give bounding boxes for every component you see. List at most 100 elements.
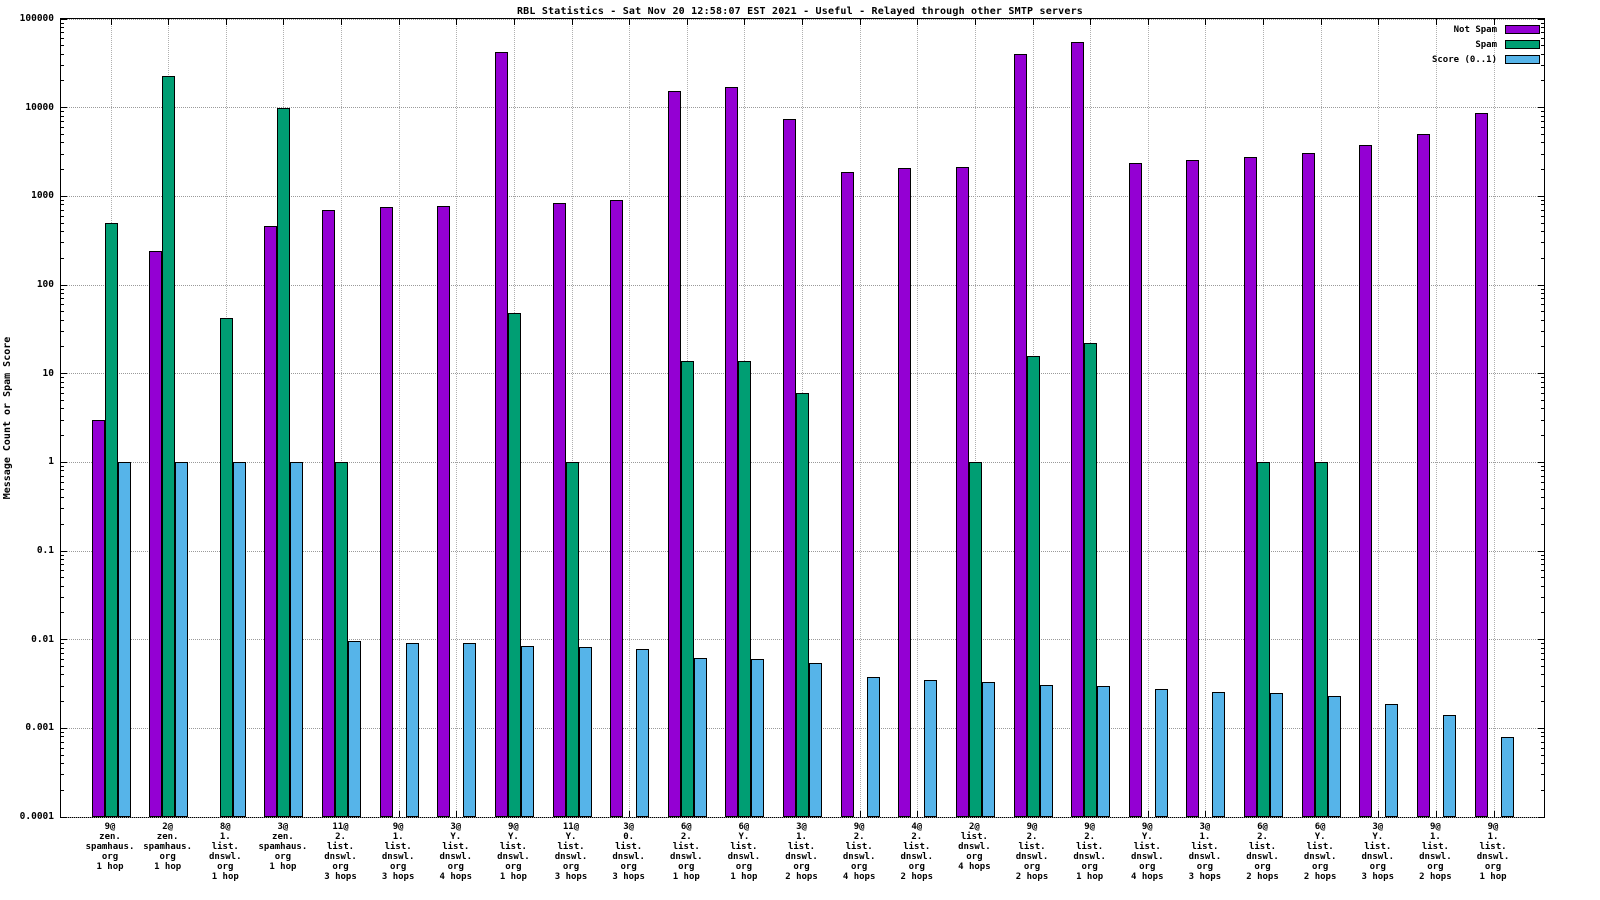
- x-tick-top: [283, 19, 285, 25]
- x-axis-label-line: 3 hops: [1361, 872, 1394, 882]
- y-major-tick-left: [61, 727, 67, 729]
- x-axis-label-line: dnswl.: [1188, 852, 1222, 862]
- legend-swatch-score: [1505, 55, 1540, 64]
- x-axis-label-line: 1.: [796, 832, 807, 842]
- bar-not-spam: [1071, 42, 1085, 817]
- bar-not-spam: [149, 251, 163, 817]
- x-axis-label-line: org: [1254, 862, 1271, 872]
- x-axis-label-line: dnswl.: [1073, 852, 1106, 862]
- bar-not-spam: [1416, 134, 1430, 817]
- x-tick-top: [1090, 19, 1092, 25]
- bar-score: [981, 682, 995, 817]
- bar-not-spam: [322, 210, 335, 817]
- bar-spam: [162, 75, 176, 817]
- x-tick-top: [1205, 19, 1207, 25]
- y-minor-tick-left: [61, 330, 64, 332]
- y-major-tick-left: [61, 18, 67, 20]
- x-axis-label-line: dnswl.: [1130, 852, 1164, 862]
- x-axis-label-line: 2.: [911, 832, 923, 842]
- y-minor-tick-left: [61, 481, 64, 483]
- x-axis-label-line: 1.: [1487, 832, 1499, 842]
- x-tick-top: [341, 19, 342, 25]
- bar-not-spam: [379, 207, 393, 817]
- x-axis-label-line: list.: [326, 842, 355, 852]
- vertical-gridline: [341, 19, 342, 817]
- bar-score: [751, 659, 765, 817]
- x-tick-top: [110, 19, 112, 25]
- y-minor-tick-right: [1541, 126, 1544, 128]
- x-axis-label-line: list.: [211, 842, 239, 852]
- vertical-gridline: [974, 19, 976, 817]
- bar-not-spam: [783, 118, 796, 817]
- legend-label-score: Score (0..1): [1431, 54, 1497, 65]
- bar-not-spam: [1013, 54, 1027, 817]
- y-minor-tick-right: [1541, 408, 1544, 410]
- y-minor-tick-left: [61, 497, 64, 499]
- horizontal-gridline: [61, 816, 1544, 818]
- x-axis-label-line: dnswl.: [554, 852, 588, 862]
- x-axis-label-line: 4@: [911, 822, 923, 832]
- y-minor-tick-left: [61, 386, 64, 388]
- y-minor-tick-right: [1541, 304, 1544, 306]
- x-axis-label-line: org: [850, 862, 868, 872]
- bar-score: [175, 462, 189, 817]
- bar-score: [290, 462, 304, 817]
- bar-spam: [104, 223, 118, 817]
- x-axis-label-line: 1 hop: [211, 872, 239, 882]
- y-minor-tick-right: [1541, 53, 1544, 55]
- x-tick-top: [398, 19, 400, 25]
- y-major-tick-right: [1538, 18, 1544, 20]
- x-axis-label-line: Y.: [1141, 832, 1153, 842]
- x-axis-label-line: 4 hops: [439, 872, 472, 882]
- x-axis-label-line: list.: [672, 842, 700, 852]
- y-minor-tick-left: [61, 554, 64, 556]
- y-minor-tick-left: [61, 419, 64, 421]
- x-axis-label-line: org: [908, 862, 925, 872]
- x-axis-label-line: dnswl.: [669, 852, 703, 862]
- x-axis-label-line: 2@: [968, 822, 980, 832]
- x-tick-top: [802, 19, 803, 25]
- bar-spam: [680, 360, 694, 817]
- x-axis-label-line: list.: [1191, 842, 1219, 852]
- y-minor-tick-left: [61, 475, 64, 477]
- y-minor-tick-left: [61, 120, 64, 122]
- x-tick-top: [629, 19, 631, 25]
- legend-row: Not Spam: [1432, 22, 1540, 37]
- y-minor-tick-right: [1541, 209, 1544, 211]
- x-axis-label-line: dnswl.: [1303, 852, 1337, 862]
- bar-not-spam: [1128, 162, 1142, 817]
- bar-not-spam: [1359, 144, 1373, 817]
- y-minor-tick-left: [61, 27, 64, 29]
- bar-score: [1500, 736, 1514, 817]
- x-axis-label-line: Y.: [738, 832, 750, 842]
- x-axis-label: 9@ 2. list. dnswl. org 1 hop: [1044, 822, 1136, 882]
- bar-spam: [507, 313, 521, 817]
- x-axis-label-line: dnswl.: [497, 852, 530, 862]
- y-minor-tick-right: [1541, 570, 1544, 572]
- y-minor-tick-right: [1541, 643, 1544, 645]
- y-minor-tick-left: [61, 685, 64, 687]
- y-axis-label: Message Count or Spam Score: [2, 336, 13, 500]
- y-minor-tick-left: [61, 38, 64, 40]
- x-axis-label-line: 9@: [392, 822, 404, 832]
- y-minor-tick-left: [61, 435, 64, 437]
- x-tick-top: [917, 19, 919, 25]
- bar-not-spam: [552, 202, 566, 817]
- x-tick-top: [1147, 19, 1149, 25]
- bar-not-spam: [437, 205, 451, 817]
- x-axis-label-line: 1 hop: [730, 872, 758, 882]
- x-axis-label: 3@ 1. list. dnswl. org 2 hops: [756, 822, 848, 882]
- x-axis-label-line: list.: [499, 842, 527, 852]
- y-minor-tick-right: [1541, 231, 1544, 233]
- y-minor-tick-left: [61, 80, 64, 82]
- y-tick-label: 1000: [31, 190, 54, 202]
- y-minor-tick-right: [1541, 435, 1544, 437]
- y-minor-tick-left: [61, 53, 64, 55]
- x-axis-label-line: zen.: [272, 832, 294, 842]
- y-minor-tick-right: [1541, 22, 1544, 24]
- x-axis-label-line: 1 hop: [1076, 872, 1104, 882]
- x-axis-label-line: org: [562, 862, 580, 872]
- x-tick-bottom: [629, 811, 631, 817]
- bar-not-spam: [840, 171, 854, 817]
- y-minor-tick-right: [1541, 64, 1544, 66]
